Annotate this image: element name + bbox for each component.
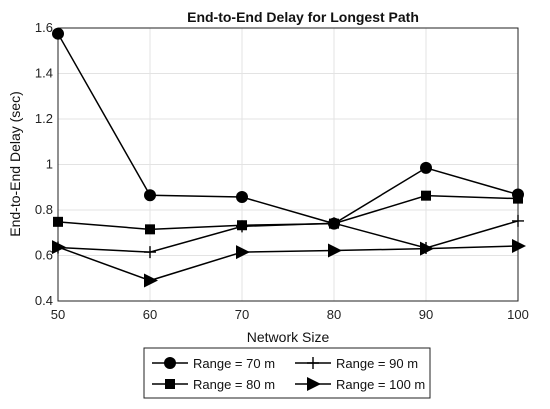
data-point xyxy=(144,189,156,202)
x-tick-labels: 50 60 70 80 90 100 xyxy=(51,307,529,322)
data-point xyxy=(236,220,248,233)
y-tick-label: 1.2 xyxy=(35,111,53,126)
data-point xyxy=(328,243,342,258)
legend-label: Range = 70 m xyxy=(193,356,275,371)
x-tick-label: 50 xyxy=(51,307,65,322)
y-tick-labels: 0.4 0.6 0.8 1 1.2 1.4 1.6 xyxy=(35,20,53,308)
series-line xyxy=(57,245,519,282)
data-point xyxy=(52,27,64,40)
series-range-70-m xyxy=(52,27,524,230)
data-point xyxy=(145,224,155,235)
data-point xyxy=(421,190,431,201)
y-tick-label: 0.8 xyxy=(35,202,53,217)
y-tick-label: 1 xyxy=(46,157,53,172)
plot-border xyxy=(57,27,519,302)
data-point xyxy=(52,241,64,254)
series-range-90-m xyxy=(52,214,524,259)
data-point xyxy=(236,191,248,204)
legend-item: Range = 70 m xyxy=(152,356,275,371)
series-layer xyxy=(52,27,526,288)
data-point xyxy=(236,245,250,260)
legend-marker xyxy=(307,357,319,369)
data-point xyxy=(512,238,526,253)
data-point xyxy=(144,273,158,288)
x-tick-label: 90 xyxy=(419,307,433,322)
legend-label: Range = 100 m xyxy=(336,377,425,392)
y-axis-label: End-to-End Delay (sec) xyxy=(7,91,23,237)
data-point xyxy=(512,188,524,201)
legend-item: Range = 90 m xyxy=(295,356,418,371)
x-tick-label: 100 xyxy=(507,307,529,322)
y-tick-label: 1.4 xyxy=(35,66,53,81)
y-tick-label: 0.4 xyxy=(35,293,53,308)
x-tick-label: 60 xyxy=(143,307,157,322)
series-line xyxy=(57,33,519,225)
y-tick-label: 0.6 xyxy=(35,248,53,263)
x-axis-label: Network Size xyxy=(247,329,330,345)
data-point xyxy=(144,246,156,259)
data-point xyxy=(512,214,524,227)
legend-marker xyxy=(307,377,321,391)
series-line xyxy=(57,220,519,253)
legend-item: Range = 100 m xyxy=(295,377,425,392)
legend-marker xyxy=(165,379,175,389)
legend-item: Range = 80 m xyxy=(152,377,275,392)
legend: Range = 70 m Range = 90 m Range = 80 m Rang… xyxy=(143,347,431,399)
legend-marker xyxy=(164,357,176,369)
legend-box xyxy=(143,347,431,399)
legend-label: Range = 90 m xyxy=(336,356,418,371)
data-point xyxy=(328,217,340,230)
x-tick-label: 70 xyxy=(235,307,249,322)
y-tick-label: 1.6 xyxy=(35,20,53,35)
series-range-100-m xyxy=(52,238,526,288)
data-point xyxy=(420,241,432,254)
data-point xyxy=(420,161,432,174)
chart-title: End-to-End Delay for Longest Path xyxy=(187,9,419,25)
x-tick-label: 80 xyxy=(327,307,341,322)
legend-label: Range = 80 m xyxy=(193,377,275,392)
data-point xyxy=(53,216,63,227)
